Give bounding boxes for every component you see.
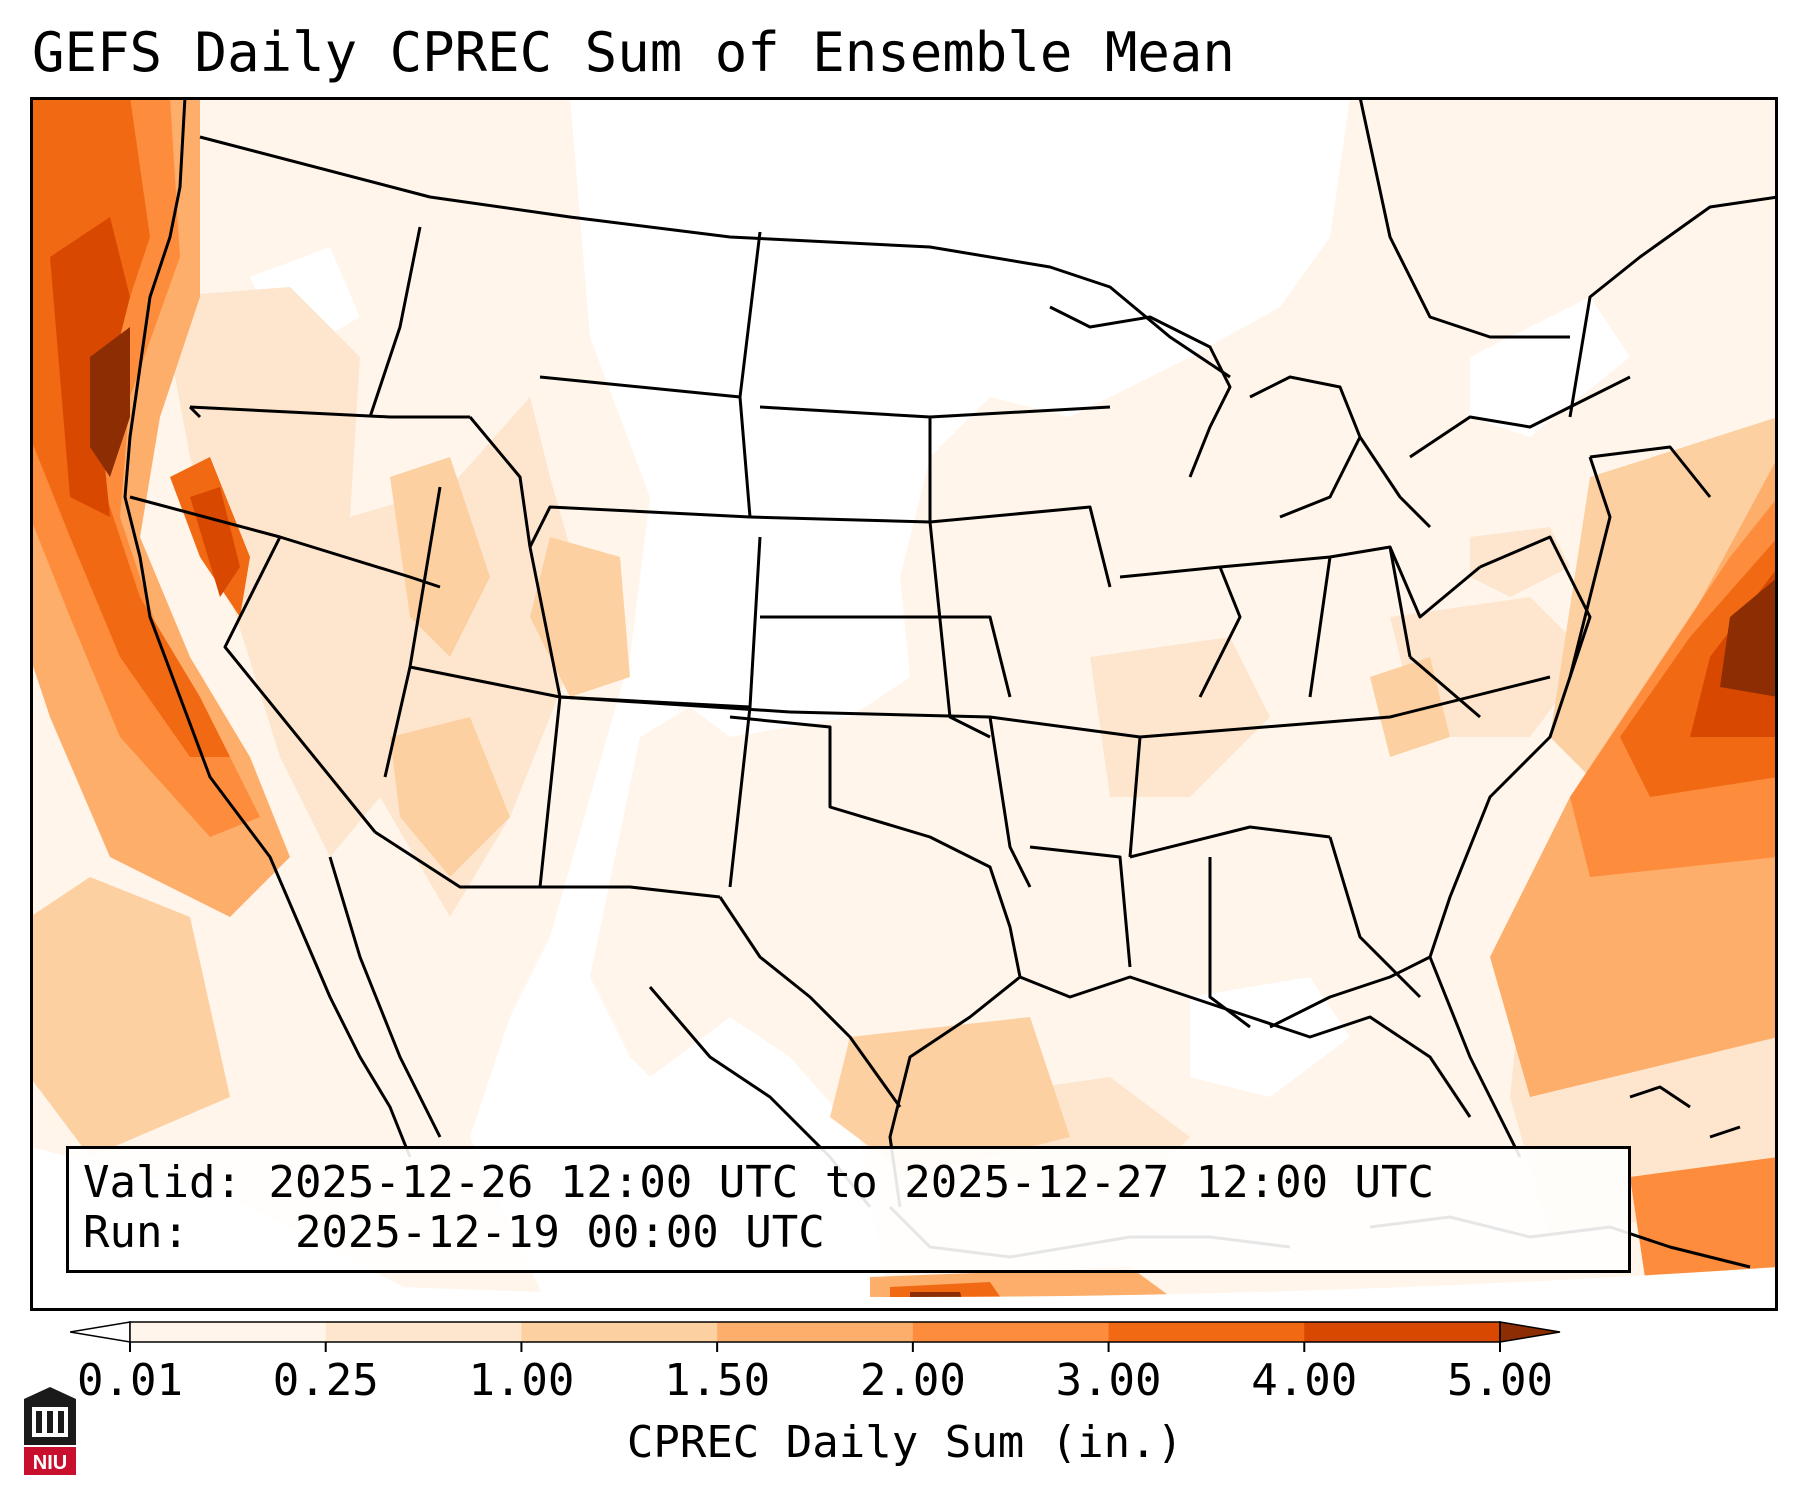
valid-value: 2025-12-26 12:00 UTC to 2025-12-27 12:00… [268, 1157, 1435, 1208]
valid-label: Valid: [83, 1157, 242, 1208]
precipitation-map [30, 97, 1778, 1311]
colorbar-bin [717, 1322, 914, 1342]
colorbar-bin [130, 1322, 327, 1342]
run-value: 2025-12-19 00:00 UTC [294, 1207, 825, 1258]
svg-text:NIU: NIU [33, 1452, 67, 1474]
niu-logo: NIU [22, 1385, 78, 1477]
colorbar-tick-label: 0.01 [77, 1355, 183, 1406]
colorbar-tick-label: 1.00 [468, 1355, 575, 1406]
valid-time-box: Valid: 2025-12-26 12:00 UTC to 2025-12-2… [66, 1146, 1631, 1273]
colorbar-tick-label: 0.25 [272, 1355, 379, 1406]
colorbar-extend-low [69, 1321, 131, 1343]
colorbar-tick-label: 3.00 [1055, 1355, 1162, 1406]
run-line: Run: 2025-12-19 00:00 UTC [83, 1207, 825, 1259]
colorbar-tick-label: 1.50 [664, 1355, 771, 1406]
boundary-lines [123, 97, 1778, 1269]
colorbar-scale [69, 1321, 1561, 1352]
colorbar: 0.01 0.25 1.00 1.50 2.00 3.00 4.00 5.00 CPREC D… [69, 1312, 1740, 1472]
colorbar-label: CPREC Daily Sum (in.) [626, 1417, 1184, 1468]
colorbar-bin [1304, 1322, 1501, 1342]
colorbar-bin [325, 1322, 522, 1342]
valid-line: Valid: 2025-12-26 12:00 UTC to 2025-12-2… [83, 1157, 1434, 1209]
colorbar-bin [1108, 1322, 1305, 1342]
west-coast-band [30, 97, 290, 917]
atlantic-band [1490, 457, 1778, 1311]
colorbar-tick-label: 4.00 [1251, 1355, 1358, 1406]
colorbar-bin [912, 1322, 1110, 1342]
map-title: GEFS Daily CPREC Sum of Ensemble Mean [32, 21, 1235, 84]
university-building-icon: NIU [24, 1387, 76, 1475]
run-label: Run: [83, 1207, 189, 1258]
colorbar-extend-high [1499, 1321, 1561, 1343]
colorbar-bin [521, 1322, 718, 1342]
colorbar-tick-label: 5.00 [1447, 1355, 1553, 1406]
colorbar-tick-label: 2.00 [859, 1355, 966, 1406]
